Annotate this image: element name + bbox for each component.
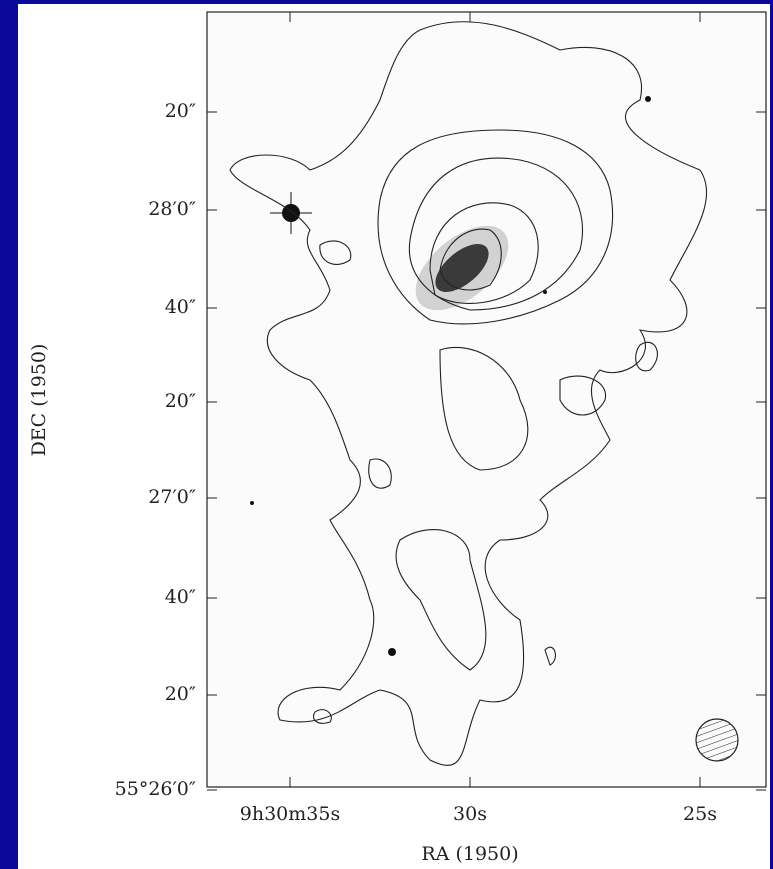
y-tick-label: 28′0″ — [148, 198, 196, 220]
x-tick-label: 30s — [453, 803, 487, 825]
image-frame — [206, 11, 767, 788]
x-tick-label: 9h30m35s — [240, 803, 340, 825]
y-tick-label: 40″ — [165, 296, 196, 318]
y-tick-label: 20″ — [165, 100, 196, 122]
y-tick-label: 55°26′0″ — [115, 778, 196, 800]
x-tick-label: 25s — [683, 803, 717, 825]
y-tick-label: 27′0″ — [148, 486, 196, 508]
y-axis-label: DEC (1950) — [28, 344, 50, 457]
x-axis-label: RA (1950) — [421, 843, 518, 865]
y-tick-label: 40″ — [165, 586, 196, 608]
y-tick-label: 20″ — [165, 390, 196, 412]
y-tick-label: 20″ — [165, 683, 196, 705]
